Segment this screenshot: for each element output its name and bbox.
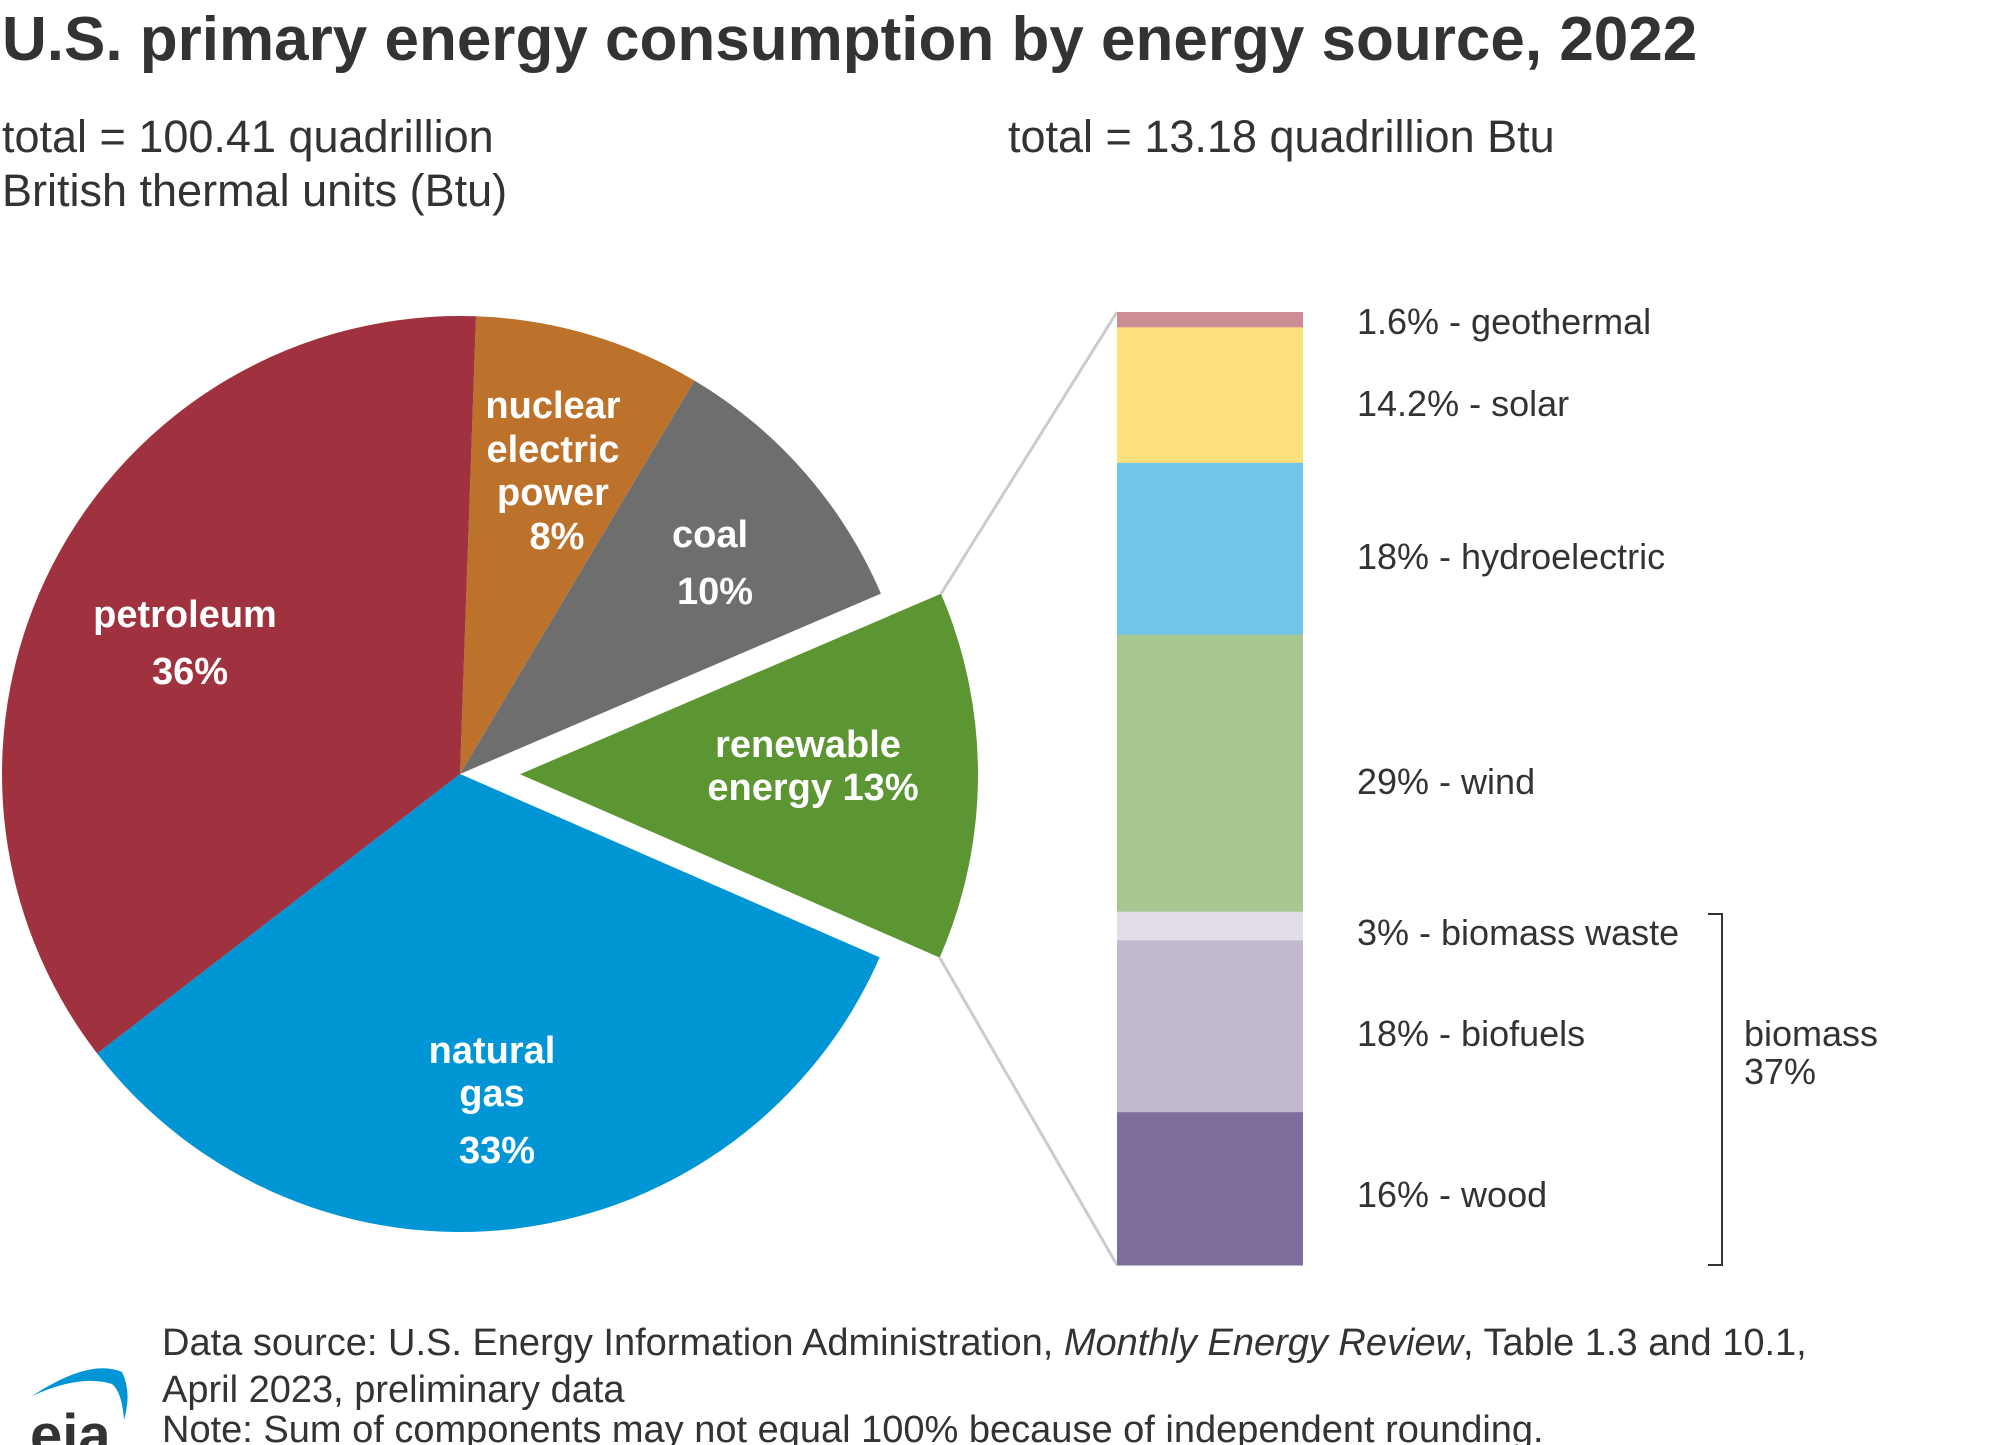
- pie-slice-renewable-energy: [519, 593, 978, 958]
- pie-slice-natural-gas: [97, 774, 880, 1233]
- label-biomass-waste: 3% - biomass waste: [1357, 912, 1679, 953]
- bar-segment-geothermal: [1117, 312, 1303, 328]
- label-nuclear-2: electric: [486, 429, 619, 471]
- label-solar: 14.2% - solar: [1357, 383, 1569, 424]
- pie-total-line2: British thermal units (Btu): [2, 165, 507, 216]
- data-source: Data source: U.S. Energy Information Adm…: [162, 1322, 1807, 1364]
- label-nuclear-4: 8%: [530, 516, 585, 558]
- logo-swoosh: [32, 1368, 128, 1420]
- source-date: April 2023, preliminary data: [162, 1369, 625, 1411]
- pie-slice-coal: [460, 380, 881, 774]
- source-suffix: , Table 1.3 and 10.1,: [1463, 1322, 1807, 1364]
- logo-text: eia: [30, 1403, 111, 1445]
- bar-segment-wood: [1117, 1112, 1303, 1266]
- label-gas-1: natural: [429, 1030, 556, 1072]
- connector-lines: [938, 311, 1119, 1266]
- label-renewable-1: renewable: [715, 724, 901, 766]
- pie-chart: [1, 315, 978, 1233]
- pie-slice-nuclear-electric-power: [460, 316, 695, 774]
- pie-slice-petroleum: [1, 315, 476, 1054]
- pie-total-line1: total = 100.41 quadrillion: [2, 111, 494, 162]
- bar-segment-wind: [1117, 634, 1303, 913]
- bar-segment-hydroelectric: [1117, 462, 1303, 636]
- renewable-stacked-bar: [1117, 312, 1303, 1266]
- label-hydroelectric: 18% - hydroelectric: [1357, 536, 1665, 577]
- label-gas-2: gas: [459, 1073, 524, 1115]
- label-gas-3: 33%: [459, 1130, 535, 1172]
- label-wood: 16% - wood: [1357, 1174, 1547, 1215]
- label-petroleum-1: petroleum: [93, 594, 277, 636]
- pie-labels: nuclear electric power 8% coal 10% renew…: [93, 385, 918, 1172]
- label-coal-1: coal: [672, 514, 748, 556]
- eia-logo: eia: [30, 1368, 128, 1445]
- label-petroleum-2: 36%: [152, 651, 228, 693]
- bar-segment-biomass-waste: [1117, 911, 1303, 941]
- label-nuclear-3: power: [497, 472, 609, 514]
- source-prefix: Data source: U.S. Energy Information Adm…: [162, 1322, 1064, 1364]
- source-publication: Monthly Energy Review: [1064, 1322, 1466, 1364]
- footnote: Note: Sum of components may not equal 10…: [162, 1409, 1544, 1445]
- label-nuclear-1: nuclear: [485, 385, 620, 427]
- label-biofuels: 18% - biofuels: [1357, 1013, 1585, 1054]
- bar-segment-biofuels: [1117, 940, 1303, 1113]
- bar-segment-solar: [1117, 327, 1303, 464]
- connector-top: [939, 311, 1119, 595]
- connector-bottom: [938, 956, 1119, 1266]
- bar-labels: 1.6% - geothermal 14.2% - solar 18% - hy…: [1357, 301, 1679, 1215]
- biomass-group-value: 37%: [1744, 1051, 1816, 1092]
- chart-title: U.S. primary energy consumption by energ…: [2, 5, 1697, 74]
- label-coal-2: 10%: [677, 571, 753, 613]
- label-geothermal: 1.6% - geothermal: [1357, 301, 1651, 342]
- label-wind: 29% - wind: [1357, 761, 1535, 802]
- biomass-bracket: [1708, 913, 1723, 1266]
- label-renewable-2: energy 13%: [707, 767, 918, 809]
- biomass-group-label: biomass: [1744, 1013, 1878, 1054]
- bar-total: total = 13.18 quadrillion Btu: [1008, 111, 1555, 162]
